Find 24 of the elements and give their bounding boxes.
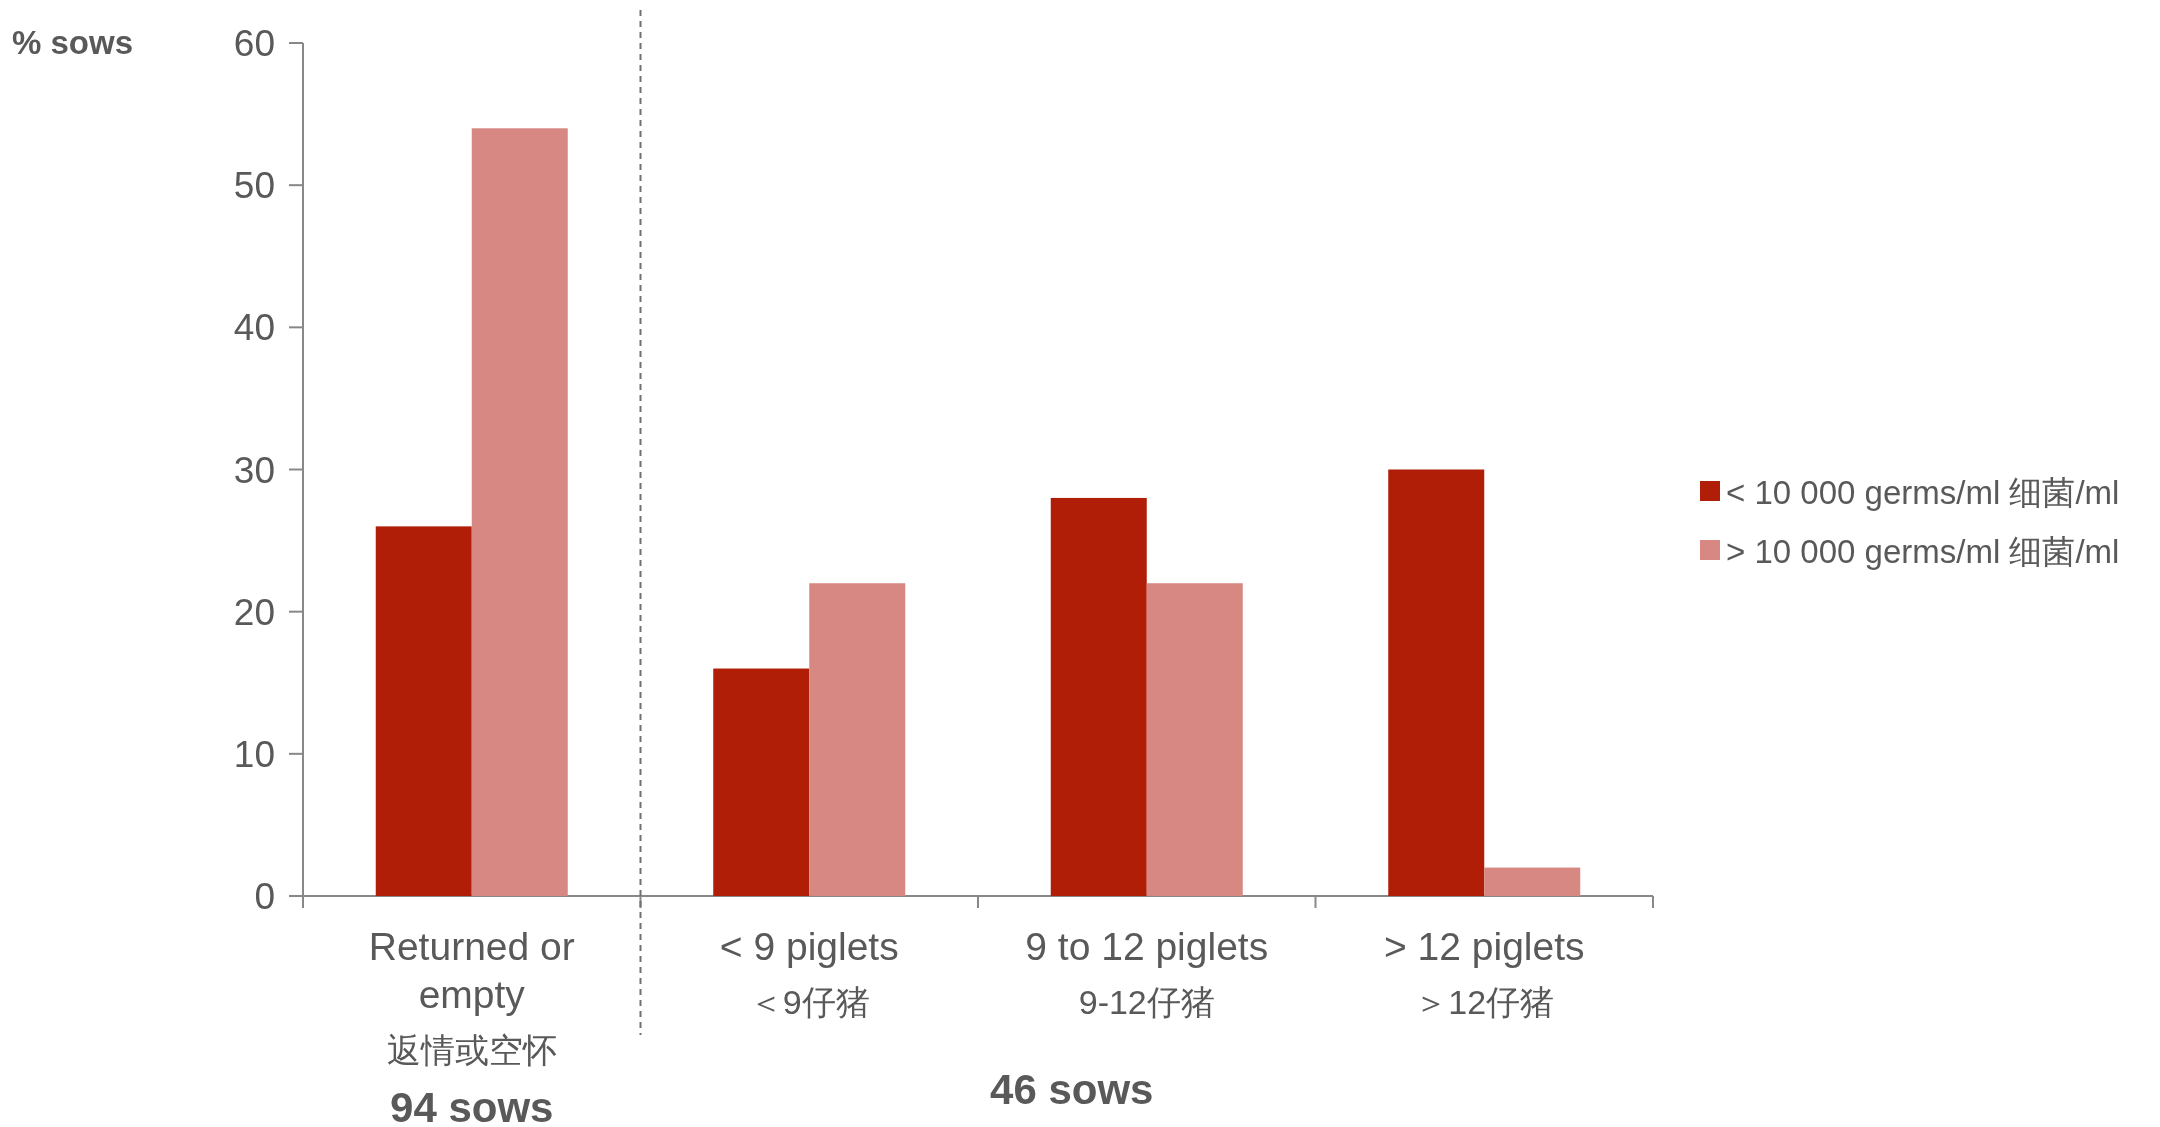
y-axis-title: % sows <box>12 24 134 61</box>
x-tick-label: 9 to 12 piglets 9-12仔猪 <box>1025 925 1269 1021</box>
bar <box>1146 583 1243 896</box>
y-tick-label: 40 <box>233 307 275 349</box>
x-tick-label: < 9 piglets ＜9仔猪 <box>719 925 899 1021</box>
bar <box>375 526 472 896</box>
y-tick-label: 60 <box>233 23 275 64</box>
legend-label: > 10 000 germs/ml 细菌/ml <box>1726 533 2120 570</box>
bar <box>1388 469 1485 896</box>
y-tick-label: 10 <box>233 733 275 775</box>
y-tick-label: 20 <box>233 591 275 633</box>
text: 94 sows <box>390 1084 554 1127</box>
x-tick-label: Returned or empty 返情或空怀 <box>368 925 575 1069</box>
y-tick-label: 50 <box>233 165 275 207</box>
bar <box>1050 497 1147 896</box>
bar <box>471 128 568 896</box>
y-tick-label: 30 <box>233 449 275 491</box>
bar <box>713 668 810 896</box>
x-tick-label: > 12 piglets ＞12仔猪 <box>1383 925 1585 1021</box>
text: 46 sows <box>990 1066 1154 1113</box>
bar <box>809 583 906 896</box>
y-tick-label: 0 <box>254 876 275 917</box>
legend-label: < 10 000 germs/ml 细菌/ml <box>1726 474 2120 511</box>
bar <box>1484 867 1581 896</box>
